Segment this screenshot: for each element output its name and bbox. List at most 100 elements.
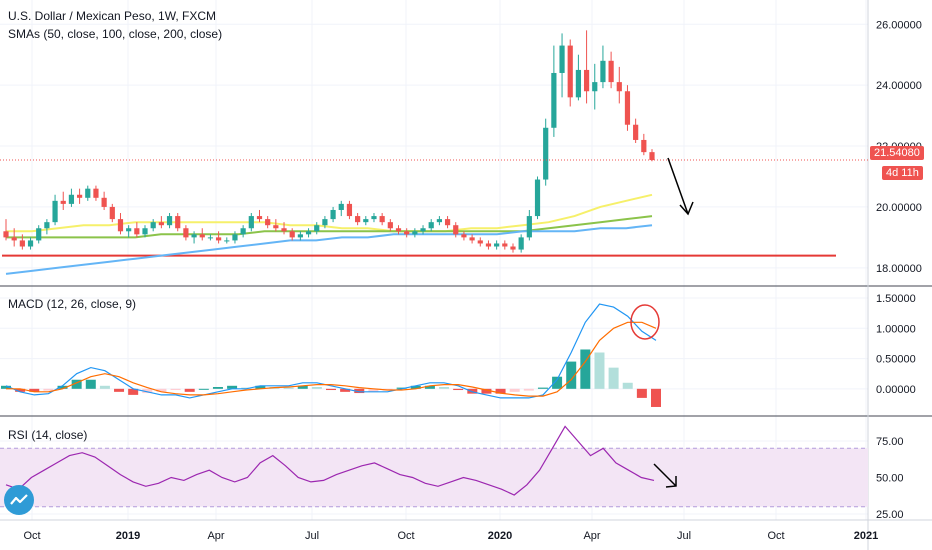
macd-histogram-bar [368,388,379,392]
candle-body [387,222,393,229]
candle-body [338,203,344,210]
time-axis-label: Oct [767,530,784,542]
sma-line-100 [6,215,653,239]
candle-body [248,216,254,229]
candle-body [355,216,361,223]
candle-body [281,228,287,232]
time-axis-label: Apr [207,530,224,542]
candle-body [583,69,590,92]
candle-body [453,225,459,235]
macd-histogram-bar [566,361,577,389]
candle-body [265,219,271,226]
candle-body [183,228,189,238]
macd-histogram-bar [340,388,351,392]
price-tick-label: 18.00000 [876,263,922,275]
candle-body [101,197,107,207]
candle-body [494,243,500,247]
macd-histogram-bar [424,385,435,389]
candle-body [36,228,42,241]
rsi-tick-label: 75.00 [876,436,904,448]
macd-line [5,303,657,399]
tradingview-logo-icon[interactable] [4,485,34,515]
macd-histogram-bar [71,379,82,389]
macd-histogram-bar [227,385,238,389]
candle-body [543,127,549,180]
macd-histogram-bar [523,388,534,391]
macd-tick-label: 1.00000 [876,323,916,335]
macd-histogram-bar [495,388,506,394]
time-axis-label: Jul [677,530,691,542]
candle-body [158,222,164,226]
down-arrow-annotation [667,157,689,215]
candle-body [19,240,25,247]
candle-body [379,216,385,223]
candle-body [649,152,655,161]
candle-body [142,228,148,235]
candle-body [117,219,124,232]
macd-histogram-bar [608,367,619,389]
macd-tick-label: 1.50000 [876,293,916,305]
macd-histogram-bar [114,388,125,392]
candle-body [3,231,9,238]
crossover-circle-annotation [630,304,660,340]
candle-body [502,243,508,247]
candle-body [461,234,467,238]
candle-body [624,91,631,125]
price-tick-label: 20.00000 [876,202,922,214]
candle-body [166,216,173,226]
candle-body [616,82,622,92]
down-arrow-head [679,201,694,216]
rsi-band [0,448,868,507]
candle-body [150,222,156,229]
candle-body [608,60,614,83]
candle-body [134,228,140,235]
candle-body [44,222,50,229]
macd-histogram-bar [57,385,68,389]
rsi-tick-label: 50.00 [876,472,904,484]
macd-tick-label: 0.50000 [876,354,916,366]
time-axis-label: 2021 [854,530,878,542]
candle-body [444,219,451,226]
time-axis-label: Oct [23,530,40,542]
candle-body [371,216,377,220]
candle-body [85,188,91,198]
time-axis-label: Apr [583,530,600,542]
macd-histogram-bar [142,388,153,394]
candle-body [575,69,582,98]
candle-body [330,209,336,220]
rsi-arrow-annotation [653,463,677,487]
macd-histogram-bar [184,388,195,392]
signal-line [6,321,657,397]
candle-body [52,200,58,223]
candle-body [322,219,328,226]
candle-body [412,231,418,235]
candle-body [93,188,99,198]
macd-histogram-bar [354,388,365,394]
time-axis-label: 2020 [488,530,512,542]
rsi-line [5,425,655,496]
candle-body [207,237,214,239]
candle-body [518,237,524,250]
candle-body [485,243,492,247]
macd-histogram-bar [198,388,209,390]
candle-body [297,234,303,238]
candle-body [305,231,312,235]
candle-body [60,200,66,204]
candle-body [216,237,222,241]
candle-body [428,222,434,229]
macd-histogram-bar [85,379,96,389]
candle-body [567,45,573,98]
sma-line-50 [6,193,653,233]
macd-histogram-bar [170,388,181,391]
macd-histogram-bar [29,388,40,392]
macd-histogram-bar [410,385,421,389]
candle-body [346,203,353,217]
macd-histogram-bar [537,387,548,389]
time-axis-label: Oct [397,530,414,542]
macd-histogram-bar [651,388,661,407]
macd-histogram-bar [212,387,223,389]
price-tick-label: 26.00000 [876,19,922,31]
candle-body [240,228,246,235]
candle-body [633,124,639,140]
